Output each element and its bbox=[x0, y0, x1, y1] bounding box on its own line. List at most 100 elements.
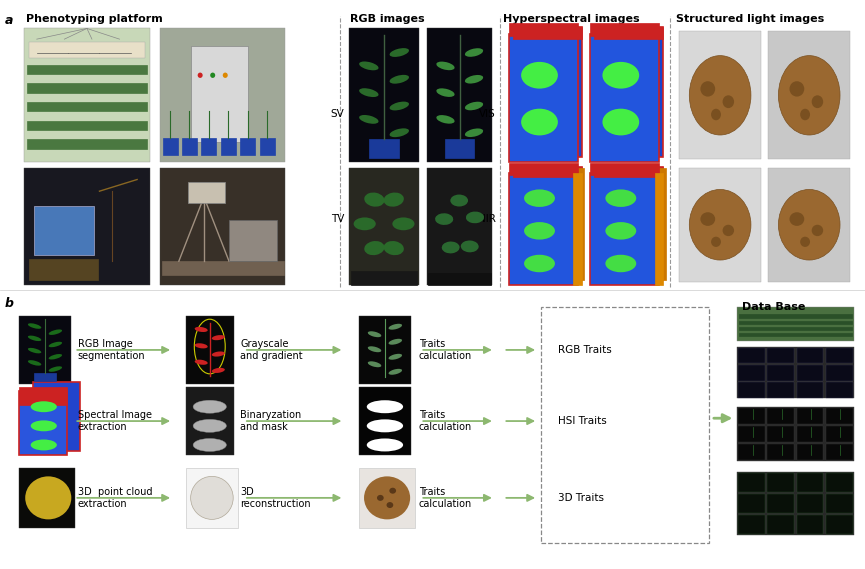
Ellipse shape bbox=[387, 502, 394, 508]
Ellipse shape bbox=[195, 327, 208, 332]
FancyBboxPatch shape bbox=[590, 163, 659, 175]
Ellipse shape bbox=[197, 73, 202, 78]
FancyBboxPatch shape bbox=[368, 139, 400, 158]
FancyBboxPatch shape bbox=[513, 166, 582, 177]
Ellipse shape bbox=[389, 488, 396, 494]
Text: RGB Traits: RGB Traits bbox=[558, 345, 612, 355]
Text: VIS: VIS bbox=[479, 109, 496, 119]
FancyBboxPatch shape bbox=[594, 168, 663, 280]
FancyBboxPatch shape bbox=[509, 23, 578, 36]
FancyBboxPatch shape bbox=[509, 172, 578, 284]
FancyBboxPatch shape bbox=[826, 382, 853, 398]
Ellipse shape bbox=[790, 81, 804, 97]
Ellipse shape bbox=[778, 56, 840, 135]
Ellipse shape bbox=[359, 61, 379, 71]
Ellipse shape bbox=[393, 217, 414, 230]
FancyBboxPatch shape bbox=[737, 407, 854, 461]
FancyBboxPatch shape bbox=[594, 166, 663, 177]
FancyBboxPatch shape bbox=[590, 172, 659, 284]
FancyBboxPatch shape bbox=[797, 365, 823, 381]
FancyBboxPatch shape bbox=[738, 494, 765, 513]
Ellipse shape bbox=[384, 192, 404, 207]
FancyBboxPatch shape bbox=[738, 473, 765, 492]
FancyBboxPatch shape bbox=[349, 168, 419, 284]
FancyBboxPatch shape bbox=[594, 28, 663, 157]
Ellipse shape bbox=[711, 109, 721, 120]
Ellipse shape bbox=[193, 400, 227, 413]
FancyBboxPatch shape bbox=[27, 102, 147, 112]
FancyBboxPatch shape bbox=[29, 42, 145, 58]
Text: Phenotyping platform: Phenotyping platform bbox=[26, 14, 163, 24]
Ellipse shape bbox=[800, 109, 810, 120]
FancyBboxPatch shape bbox=[826, 444, 853, 460]
FancyBboxPatch shape bbox=[679, 31, 761, 159]
FancyBboxPatch shape bbox=[739, 320, 852, 324]
FancyBboxPatch shape bbox=[826, 494, 853, 513]
Text: SV: SV bbox=[330, 109, 344, 119]
FancyBboxPatch shape bbox=[768, 168, 850, 282]
FancyBboxPatch shape bbox=[27, 64, 147, 74]
Ellipse shape bbox=[606, 189, 637, 207]
Text: a: a bbox=[4, 14, 13, 27]
Ellipse shape bbox=[689, 189, 751, 260]
FancyBboxPatch shape bbox=[188, 182, 225, 203]
FancyBboxPatch shape bbox=[826, 426, 853, 442]
FancyBboxPatch shape bbox=[359, 468, 415, 528]
Ellipse shape bbox=[25, 476, 71, 519]
Ellipse shape bbox=[30, 420, 57, 431]
FancyBboxPatch shape bbox=[738, 426, 765, 442]
Ellipse shape bbox=[28, 348, 42, 353]
FancyBboxPatch shape bbox=[186, 468, 238, 528]
FancyBboxPatch shape bbox=[27, 121, 147, 130]
Ellipse shape bbox=[711, 237, 721, 247]
FancyBboxPatch shape bbox=[767, 365, 794, 381]
FancyBboxPatch shape bbox=[826, 515, 853, 534]
FancyBboxPatch shape bbox=[186, 387, 234, 455]
FancyBboxPatch shape bbox=[657, 168, 666, 280]
FancyBboxPatch shape bbox=[797, 444, 823, 460]
FancyBboxPatch shape bbox=[739, 327, 852, 330]
Ellipse shape bbox=[790, 212, 804, 226]
Ellipse shape bbox=[28, 360, 42, 366]
Ellipse shape bbox=[28, 323, 42, 329]
Text: 3D
reconstruction: 3D reconstruction bbox=[240, 487, 311, 509]
Text: b: b bbox=[4, 297, 13, 310]
Ellipse shape bbox=[436, 61, 455, 70]
FancyBboxPatch shape bbox=[738, 348, 765, 364]
Text: Traits
calculation: Traits calculation bbox=[419, 410, 472, 432]
Ellipse shape bbox=[602, 62, 639, 89]
FancyBboxPatch shape bbox=[590, 23, 659, 36]
FancyBboxPatch shape bbox=[575, 168, 585, 280]
FancyBboxPatch shape bbox=[767, 494, 794, 513]
Ellipse shape bbox=[368, 347, 381, 352]
FancyBboxPatch shape bbox=[797, 494, 823, 513]
FancyBboxPatch shape bbox=[767, 473, 794, 492]
FancyBboxPatch shape bbox=[349, 28, 419, 162]
Ellipse shape bbox=[388, 339, 402, 345]
Ellipse shape bbox=[377, 495, 384, 501]
FancyBboxPatch shape bbox=[594, 26, 663, 39]
Ellipse shape bbox=[466, 212, 484, 223]
FancyBboxPatch shape bbox=[19, 468, 75, 528]
FancyBboxPatch shape bbox=[767, 348, 794, 364]
Text: Grayscale
and gradient: Grayscale and gradient bbox=[240, 339, 303, 361]
Ellipse shape bbox=[48, 329, 62, 335]
FancyBboxPatch shape bbox=[427, 168, 492, 284]
FancyBboxPatch shape bbox=[509, 163, 578, 175]
FancyBboxPatch shape bbox=[24, 168, 150, 284]
FancyBboxPatch shape bbox=[27, 139, 147, 149]
FancyBboxPatch shape bbox=[160, 28, 285, 162]
Ellipse shape bbox=[524, 255, 555, 272]
FancyBboxPatch shape bbox=[359, 316, 411, 384]
FancyBboxPatch shape bbox=[826, 365, 853, 381]
FancyBboxPatch shape bbox=[737, 472, 854, 535]
Text: Traits
calculation: Traits calculation bbox=[419, 487, 472, 509]
Text: Spectral Image
extraction: Spectral Image extraction bbox=[78, 410, 152, 432]
Text: Traits
calculation: Traits calculation bbox=[419, 339, 472, 361]
Text: 3D  point cloud
extraction: 3D point cloud extraction bbox=[78, 487, 152, 509]
FancyBboxPatch shape bbox=[767, 382, 794, 398]
FancyBboxPatch shape bbox=[19, 391, 67, 455]
Ellipse shape bbox=[465, 102, 484, 110]
Text: NIR: NIR bbox=[477, 214, 496, 224]
Ellipse shape bbox=[48, 366, 62, 372]
